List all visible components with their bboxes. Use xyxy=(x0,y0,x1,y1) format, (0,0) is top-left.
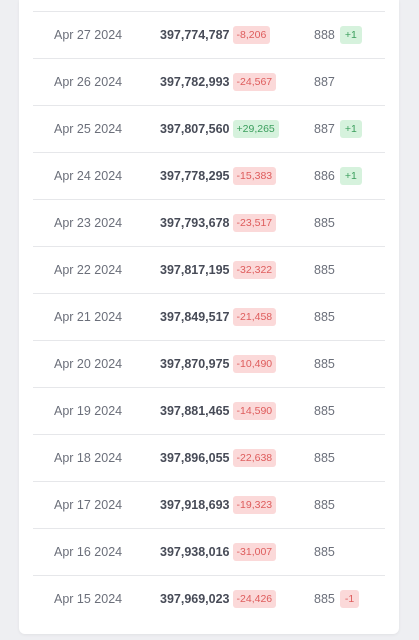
row-count: 885 xyxy=(314,498,335,512)
value-change-badge: -15,383 xyxy=(232,167,277,185)
row-date: Apr 27 2024 xyxy=(54,28,123,42)
table-row: Apr 18 2024 397,896,055 -22,638 885 xyxy=(33,434,385,481)
count-change-badge: +1 xyxy=(339,120,362,138)
row-date: Apr 19 2024 xyxy=(54,404,123,418)
count-change-badge: -1 xyxy=(339,590,360,608)
count-change-badge: +1 xyxy=(339,26,362,44)
row-date: Apr 26 2024 xyxy=(54,75,123,89)
row-date: Apr 22 2024 xyxy=(54,263,123,277)
row-count: 887 xyxy=(314,75,335,89)
value-change-badge: -21,458 xyxy=(232,308,277,326)
row-count: 887 xyxy=(314,122,335,136)
row-value-cell: 397,774,787 -8,206 xyxy=(160,12,271,58)
value-change-badge: -23,517 xyxy=(232,214,277,232)
row-value: 397,881,465 xyxy=(160,404,230,418)
row-value-cell: 397,938,016 -31,007 xyxy=(160,529,277,575)
row-date: Apr 21 2024 xyxy=(54,310,123,324)
history-table: Apr 27 2024 397,774,787 -8,206 888 +1 Apr 26 … xyxy=(33,11,385,622)
row-value-cell: 397,896,055 -22,638 xyxy=(160,435,277,481)
row-value: 397,782,993 xyxy=(160,75,230,89)
value-change-badge: -24,567 xyxy=(232,73,277,91)
value-change-badge: -10,490 xyxy=(232,355,277,373)
table-row: Apr 24 2024 397,778,295 -15,383 886 +1 xyxy=(33,152,385,199)
row-value: 397,938,016 xyxy=(160,545,230,559)
row-value-cell: 397,793,678 -23,517 xyxy=(160,200,277,246)
row-count-cell: 887 xyxy=(314,59,335,105)
row-count: 885 xyxy=(314,263,335,277)
row-count-cell: 888 +1 xyxy=(314,12,362,58)
value-change-badge: -8,206 xyxy=(232,26,271,44)
row-count-cell: 885 xyxy=(314,200,335,246)
row-count-cell: 885 xyxy=(314,341,335,387)
row-value: 397,778,295 xyxy=(160,169,230,183)
row-count-cell: 885 xyxy=(314,482,335,528)
count-change-badge: +1 xyxy=(339,167,362,185)
row-count-cell: 885 xyxy=(314,529,335,575)
row-value: 397,969,023 xyxy=(160,592,230,606)
value-change-badge: -24,426 xyxy=(232,590,277,608)
row-value: 397,793,678 xyxy=(160,216,230,230)
table-row: Apr 17 2024 397,918,693 -19,323 885 xyxy=(33,481,385,528)
row-count-cell: 885 xyxy=(314,294,335,340)
table-row: Apr 26 2024 397,782,993 -24,567 887 xyxy=(33,58,385,105)
table-row: Apr 25 2024 397,807,560 +29,265 887 +1 xyxy=(33,105,385,152)
table-row: Apr 21 2024 397,849,517 -21,458 885 xyxy=(33,293,385,340)
row-count-cell: 887 +1 xyxy=(314,106,362,152)
row-date: Apr 17 2024 xyxy=(54,498,123,512)
row-count: 886 xyxy=(314,169,335,183)
row-value-cell: 397,807,560 +29,265 xyxy=(160,106,279,152)
row-count-cell: 885 xyxy=(314,388,335,434)
row-value-cell: 397,778,295 -15,383 xyxy=(160,153,277,199)
row-count: 885 xyxy=(314,216,335,230)
table-row: Apr 16 2024 397,938,016 -31,007 885 xyxy=(33,528,385,575)
row-count: 885 xyxy=(314,545,335,559)
row-count-cell: 886 +1 xyxy=(314,153,362,199)
row-date: Apr 20 2024 xyxy=(54,357,123,371)
row-count: 885 xyxy=(314,357,335,371)
table-row: Apr 22 2024 397,817,195 -32,322 885 xyxy=(33,246,385,293)
row-count: 885 xyxy=(314,404,335,418)
table-row: Apr 15 2024 397,969,023 -24,426 885 -1 xyxy=(33,575,385,622)
row-count: 888 xyxy=(314,28,335,42)
value-change-badge: -14,590 xyxy=(232,402,277,420)
row-count: 885 xyxy=(314,592,335,606)
row-date: Apr 23 2024 xyxy=(54,216,123,230)
row-value: 397,870,975 xyxy=(160,357,230,371)
row-date: Apr 24 2024 xyxy=(54,169,123,183)
value-change-badge: -31,007 xyxy=(232,543,277,561)
row-value: 397,817,195 xyxy=(160,263,230,277)
value-change-badge: -32,322 xyxy=(232,261,277,279)
row-value-cell: 397,969,023 -24,426 xyxy=(160,576,277,622)
row-count: 885 xyxy=(314,451,335,465)
row-count: 885 xyxy=(314,310,335,324)
table-row: Apr 27 2024 397,774,787 -8,206 888 +1 xyxy=(33,11,385,58)
table-row: Apr 19 2024 397,881,465 -14,590 885 xyxy=(33,387,385,434)
row-date: Apr 18 2024 xyxy=(54,451,123,465)
row-count-cell: 885 xyxy=(314,435,335,481)
table-row: Apr 20 2024 397,870,975 -10,490 885 xyxy=(33,340,385,387)
row-count-cell: 885 xyxy=(314,247,335,293)
row-value-cell: 397,918,693 -19,323 xyxy=(160,482,277,528)
row-value: 397,849,517 xyxy=(160,310,230,324)
value-change-badge: +29,265 xyxy=(232,120,279,138)
table-row: Apr 23 2024 397,793,678 -23,517 885 xyxy=(33,199,385,246)
value-change-badge: -22,638 xyxy=(232,449,277,467)
row-value: 397,807,560 xyxy=(160,122,230,136)
row-date: Apr 25 2024 xyxy=(54,122,123,136)
row-value-cell: 397,817,195 -32,322 xyxy=(160,247,277,293)
row-value: 397,896,055 xyxy=(160,451,230,465)
row-value-cell: 397,881,465 -14,590 xyxy=(160,388,277,434)
history-card: Apr 27 2024 397,774,787 -8,206 888 +1 Apr 26 … xyxy=(19,0,399,634)
row-value: 397,774,787 xyxy=(160,28,230,42)
row-value-cell: 397,870,975 -10,490 xyxy=(160,341,277,387)
row-count-cell: 885 -1 xyxy=(314,576,360,622)
row-value: 397,918,693 xyxy=(160,498,230,512)
row-value-cell: 397,782,993 -24,567 xyxy=(160,59,277,105)
value-change-badge: -19,323 xyxy=(232,496,277,514)
row-date: Apr 16 2024 xyxy=(54,545,123,559)
row-date: Apr 15 2024 xyxy=(54,592,123,606)
row-value-cell: 397,849,517 -21,458 xyxy=(160,294,277,340)
